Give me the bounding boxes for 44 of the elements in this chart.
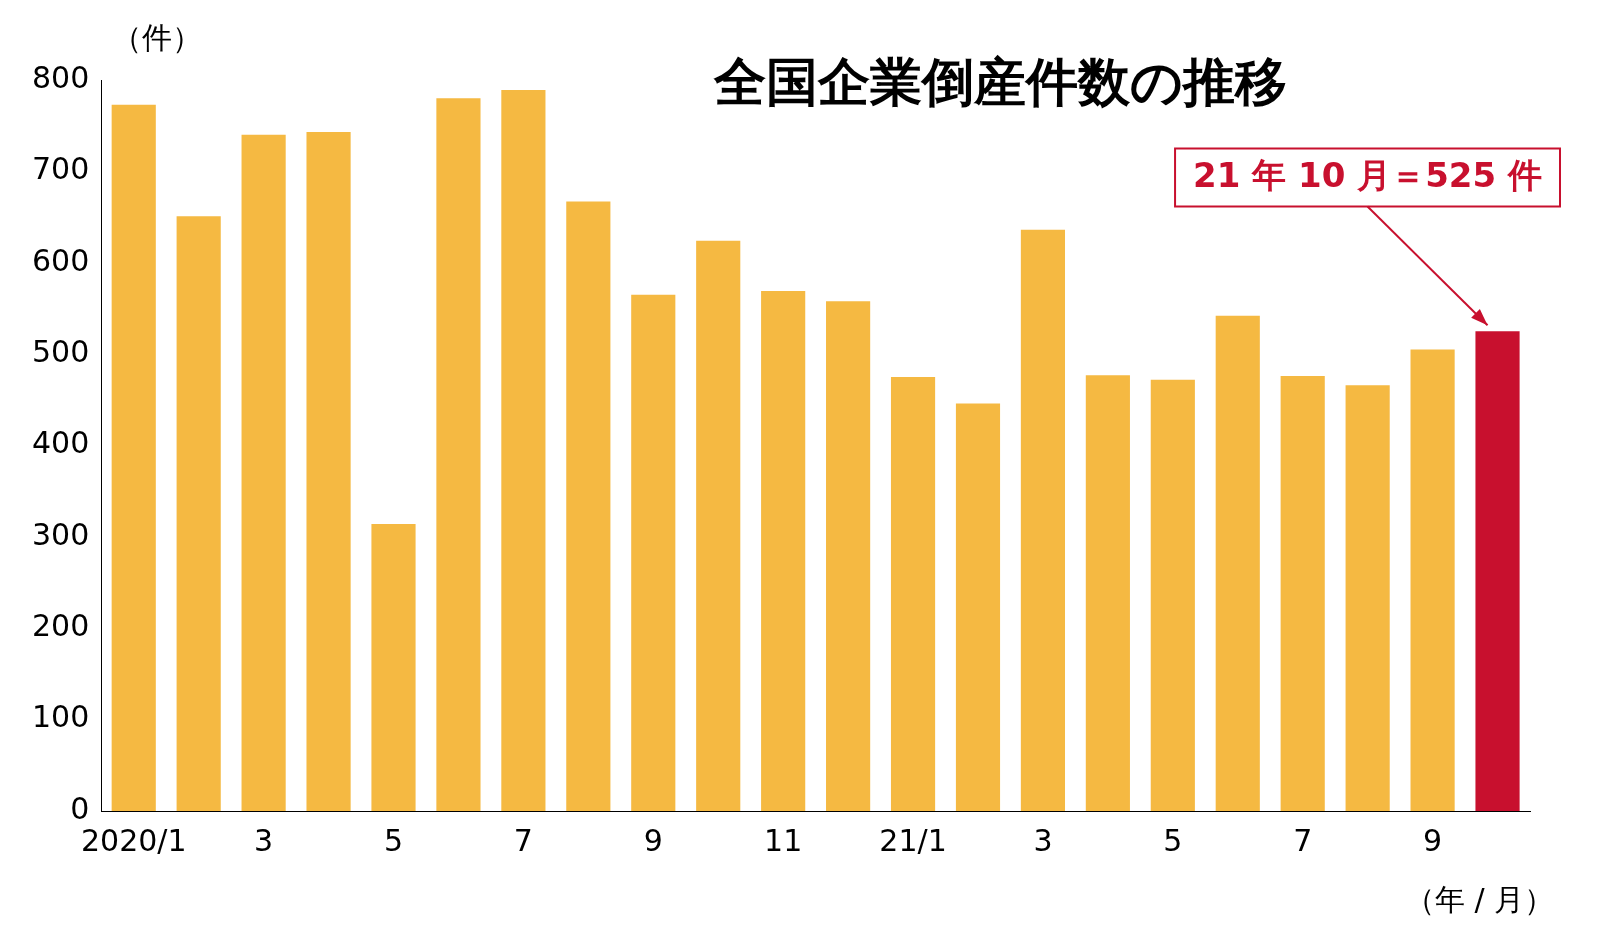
- y-tick-label: 200: [32, 608, 90, 644]
- bar: [436, 98, 481, 811]
- x-tick-label: 11: [764, 822, 803, 858]
- x-tick-label: 5: [383, 822, 404, 858]
- chart-title: 全国企業倒産件数の推移: [712, 51, 1288, 114]
- y-tick-label: 500: [32, 333, 90, 369]
- bar: [1085, 375, 1130, 811]
- bar: [1475, 331, 1520, 811]
- x-tick-label: 7: [1293, 822, 1313, 858]
- bar: [1150, 379, 1195, 811]
- annotation: 21 年 10 月＝525 件: [1193, 155, 1543, 196]
- bar: [1215, 315, 1260, 811]
- bar: [1410, 349, 1455, 811]
- x-tick-label: 3: [1033, 822, 1053, 858]
- bar: [696, 240, 741, 811]
- bar: [826, 301, 871, 811]
- x-axis-title: （年 / 月）: [1405, 881, 1555, 919]
- y-tick-label: 800: [32, 59, 90, 95]
- y-tick-label: 300: [32, 516, 90, 552]
- x-tick-label: 9: [643, 822, 663, 858]
- x-tick-label: 5: [1163, 822, 1183, 858]
- bar: [761, 291, 806, 811]
- x-tick-label: 21/1: [879, 822, 947, 858]
- bar: [566, 201, 611, 811]
- y-axis-title: （件）: [112, 19, 202, 57]
- y-tick-label: 600: [32, 242, 90, 278]
- bar: [371, 524, 416, 811]
- bar: [176, 216, 221, 811]
- x-tick-label: 9: [1423, 822, 1443, 858]
- bar: [1345, 385, 1390, 811]
- y-tick-label: 100: [32, 699, 90, 735]
- bar: [890, 376, 936, 811]
- x-tick-label: 3: [254, 822, 274, 858]
- bar: [1280, 376, 1325, 811]
- bar: [501, 90, 546, 811]
- bar: [306, 132, 351, 811]
- bar: [241, 134, 286, 811]
- x-tick-label: 7: [513, 822, 533, 858]
- bar: [955, 403, 1001, 811]
- y-tick-label: 400: [32, 425, 90, 461]
- y-tick-label: 700: [32, 151, 90, 187]
- bar: [1020, 229, 1066, 811]
- bar: [631, 294, 676, 811]
- bar: [111, 104, 156, 811]
